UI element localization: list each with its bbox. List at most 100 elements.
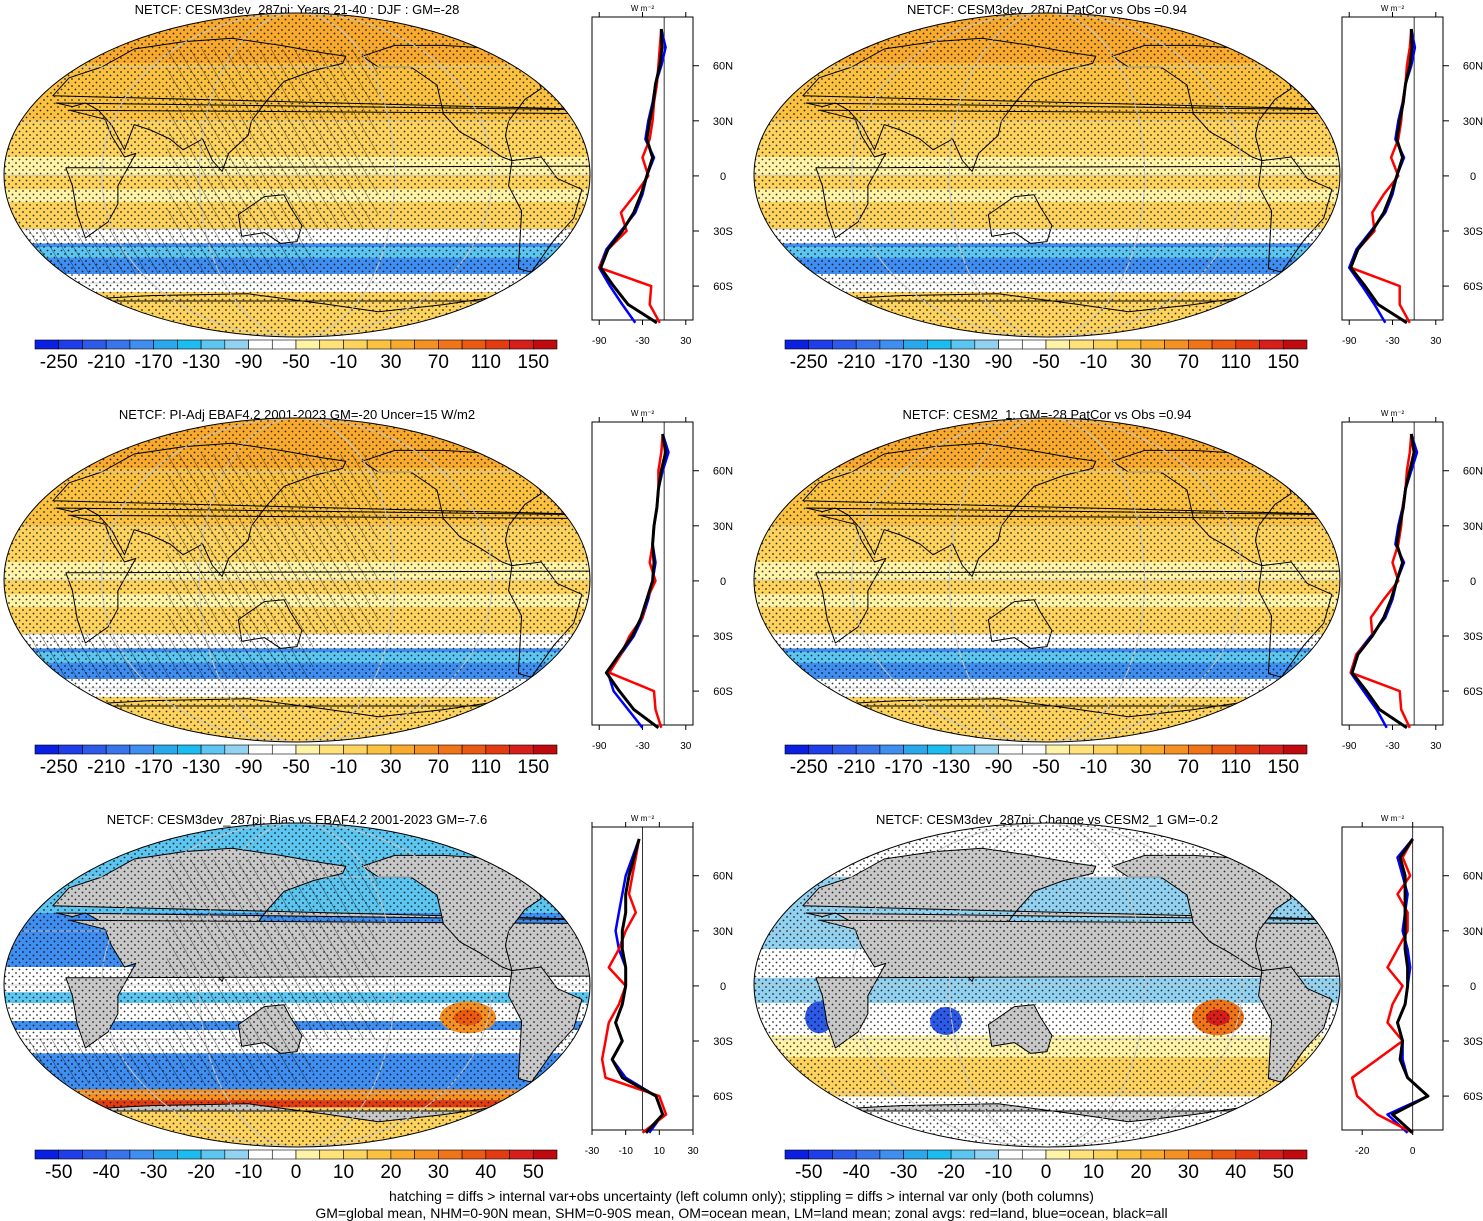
continent-greenland: [1271, 431, 1340, 473]
map-field: [754, 418, 1340, 742]
colorbar-swatch: [998, 744, 1023, 755]
zonal-line-all: [610, 838, 665, 1134]
footer-note-legend: GM=global mean, NHM=0-90N mean, SHM=0-90…: [315, 1205, 1168, 1221]
panel-title: NETCF: CESM3dev_287pi: Bias vs EBAF4.2 2…: [107, 812, 487, 827]
zonal-y-tick-label: 0: [1470, 981, 1476, 993]
colorbar-swatch: [903, 1149, 928, 1160]
zonal-y-tick-label: 30N: [1463, 116, 1483, 128]
colorbar-tick-label: -30: [890, 1162, 917, 1183]
colorbar-swatch: [832, 339, 857, 350]
zonal-y-tick-label: 0: [720, 981, 726, 993]
zonal-y-tick-label: 60N: [1463, 466, 1483, 478]
colorbar-tick-label: 70: [1178, 757, 1199, 778]
colorbar-tick-label: -50: [45, 1162, 72, 1183]
colorbar-tick-label: 10: [1083, 1162, 1104, 1183]
colorbar-swatch: [1282, 339, 1308, 350]
colorbar-tick-label: -130: [182, 757, 220, 778]
colorbar-tick-label: 50: [1273, 1162, 1294, 1183]
map-field: [754, 823, 1340, 1147]
colorbar-swatch: [34, 1149, 60, 1160]
colorbar-tick-label: -50: [795, 1162, 822, 1183]
colorbar-swatch: [532, 744, 558, 755]
colorbar-swatch: [950, 1149, 976, 1160]
colorbar-swatch: [177, 339, 202, 350]
colorbar-swatch: [438, 1149, 463, 1160]
map-field: [754, 13, 1340, 337]
map-border: [3, 417, 591, 743]
colorbar-swatch: [343, 744, 368, 755]
colorbar-swatch: [808, 339, 833, 350]
colorbar-swatch: [248, 1149, 273, 1160]
colorbar-swatch: [879, 339, 904, 350]
colorbar-tick-label: 40: [475, 1162, 496, 1183]
colorbar-swatch: [855, 339, 881, 350]
colorbar-swatch: [1069, 744, 1094, 755]
colorbar-swatch: [1116, 744, 1142, 755]
zonal-line-land: [608, 433, 664, 729]
zonal-unit-label: W m⁻²: [631, 814, 655, 823]
map-border: [753, 822, 1341, 1148]
zonal-y-tick-label: 60S: [1463, 281, 1483, 293]
colorbar-tick-label: -50: [1032, 757, 1059, 778]
colorbar-swatch: [808, 1149, 833, 1160]
zonal-x-tick-label: -30: [635, 336, 650, 347]
colorbar-tick-label: -130: [182, 352, 220, 373]
zonal-x-tick-label: 30: [680, 336, 692, 347]
colorbar-swatch: [343, 1149, 368, 1160]
colorbar-swatch: [82, 744, 107, 755]
hatching: [166, 859, 379, 1039]
colorbar-swatch: [177, 1149, 202, 1160]
colorbar-swatch: [974, 744, 999, 755]
colorbar-tick-label: -10: [985, 1162, 1012, 1183]
zonal-y-tick-label: 0: [1470, 576, 1476, 588]
colorbar-swatch: [1140, 1149, 1165, 1160]
zonal-y-tick-label: 30S: [1463, 226, 1483, 238]
colorbar-swatch: [1093, 1149, 1118, 1160]
colorbar-tick-label: -170: [885, 352, 923, 373]
zonal-y-tick-label: 60N: [713, 61, 733, 73]
colorbar-swatch: [390, 744, 415, 755]
zonal-y-tick-label: 30N: [713, 116, 733, 128]
zonal-y-tick-label: 0: [720, 576, 726, 588]
zonal-y-tick-label: 30N: [713, 926, 733, 938]
colorbar-swatch: [1069, 339, 1094, 350]
colorbar-swatch: [1069, 1149, 1094, 1160]
colorbar-swatch: [1211, 1149, 1237, 1160]
colorbar-tick-label: 70: [428, 352, 449, 373]
colorbar-tick-label: 30: [1130, 757, 1151, 778]
map-border: [753, 417, 1341, 743]
zonal-y-tick-label: 0: [1470, 171, 1476, 183]
colorbar-swatch: [82, 1149, 107, 1160]
zonal-y-tick-label: 30S: [713, 226, 733, 238]
panel-title: NETCF: CESM3dev_287pi: Change vs CESM2_1…: [876, 812, 1218, 827]
zonal-y-tick-label: 60N: [1463, 871, 1483, 883]
zonal-panel: W m⁻² -90 -30 30 60N 30N 0 30S 60S: [1341, 409, 1483, 752]
colorbar-swatch: [784, 744, 810, 755]
colorbar-swatch: [903, 744, 928, 755]
zonal-y-tick-label: 30N: [713, 521, 733, 533]
colorbar-swatch: [319, 1149, 344, 1160]
colorbar-swatch: [998, 1149, 1023, 1160]
colorbar-tick-label: -90: [985, 352, 1012, 373]
panel-2: NETCF: CESM3dev_287pi PatCor vs Obs =0.9…: [753, 2, 1483, 373]
colorbar-swatch: [1235, 339, 1260, 350]
colorbar-swatch: [200, 339, 226, 350]
zonal-unit-label: W m⁻²: [1381, 409, 1405, 418]
map-field: [4, 823, 590, 1147]
colorbar-tick-label: -10: [330, 352, 357, 373]
colorbar-swatch: [295, 1149, 321, 1160]
colorbar-swatch: [485, 1149, 510, 1160]
colorbar-swatch: [295, 744, 321, 755]
colorbar-tick-label: 150: [1267, 352, 1299, 373]
colorbar-swatch: [855, 744, 881, 755]
colorbar-swatch: [1259, 339, 1284, 350]
colorbar-swatch: [485, 744, 510, 755]
colorbar-swatch: [1045, 339, 1071, 350]
zonal-y-tick-label: 60N: [1463, 61, 1483, 73]
zonal-unit-label: W m⁻²: [631, 409, 655, 418]
zonal-line-all: [1350, 433, 1416, 730]
colorbar-tick-label: -130: [932, 757, 970, 778]
colorbar-swatch: [366, 1149, 392, 1160]
colorbar-swatch: [153, 339, 178, 350]
